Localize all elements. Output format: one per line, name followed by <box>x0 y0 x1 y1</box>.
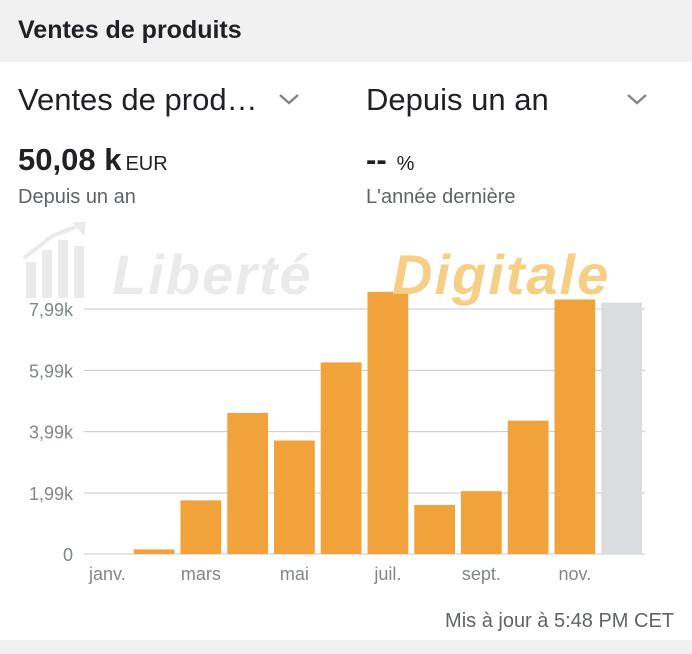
page-title: Ventes de produits <box>18 16 242 44</box>
bar-mars[interactable] <box>180 500 222 554</box>
y-tick-label: 3,99k <box>29 423 74 443</box>
header-bar: Ventes de produits <box>0 0 692 62</box>
x-tick-label: juil. <box>373 564 401 584</box>
primary-metric-caption: Depuis un an <box>18 186 136 208</box>
metric-dropdown[interactable]: Ventes de prod… <box>18 78 308 122</box>
x-tick-label: mai <box>280 564 309 584</box>
chevron-down-icon <box>627 94 647 105</box>
bar-févr[interactable] <box>133 549 175 554</box>
x-tick-label: janv. <box>88 564 126 584</box>
y-tick-label: 0 <box>63 545 73 565</box>
watermark-logo <box>22 222 86 298</box>
comparison-metric: --% <box>366 142 414 178</box>
bar-juin[interactable] <box>320 362 362 554</box>
y-tick-label: 7,99k <box>29 300 74 320</box>
y-tick-label: 1,99k <box>29 484 74 504</box>
footer-bar <box>0 640 692 654</box>
x-tick-label: sept. <box>462 564 501 584</box>
x-tick-label: mars <box>181 564 221 584</box>
metric-dropdown-label: Ventes de prod… <box>18 82 258 117</box>
last-updated-text: Mis à jour à 5:48 PM CET <box>445 610 674 632</box>
bar-juil[interactable] <box>367 291 409 554</box>
bar-mai[interactable] <box>274 440 315 554</box>
chevron-down-icon <box>279 94 299 105</box>
comparison-metric-unit: % <box>396 153 415 175</box>
watermark-text-digitale: Digitale <box>392 243 611 306</box>
bar-oct[interactable] <box>507 420 549 554</box>
bar-août[interactable] <box>414 504 455 554</box>
watermark-text-liberte: Liberté <box>112 243 313 306</box>
bar-sept[interactable] <box>461 491 502 554</box>
period-dropdown-label: Depuis un an <box>366 82 549 117</box>
sales-bar-chart: 0 1,99k 3,99k 5,99k 7,99k janv. mars mai juil. se… <box>22 222 645 584</box>
bar-avr[interactable] <box>227 412 268 554</box>
period-dropdown[interactable]: Depuis un an <box>366 78 656 122</box>
y-tick-label: 5,99k <box>29 361 74 381</box>
bar-nov[interactable] <box>554 299 596 554</box>
primary-metric-value: 50,08 k <box>18 142 122 177</box>
primary-metric: 50,08 k EUR <box>18 142 168 178</box>
primary-metric-unit: EUR <box>125 153 168 175</box>
comparison-metric-caption: L'année dernière <box>366 186 516 208</box>
x-tick-label: nov. <box>559 564 592 584</box>
bar-déc[interactable] <box>601 302 642 554</box>
comparison-metric-value: -- <box>366 142 387 177</box>
